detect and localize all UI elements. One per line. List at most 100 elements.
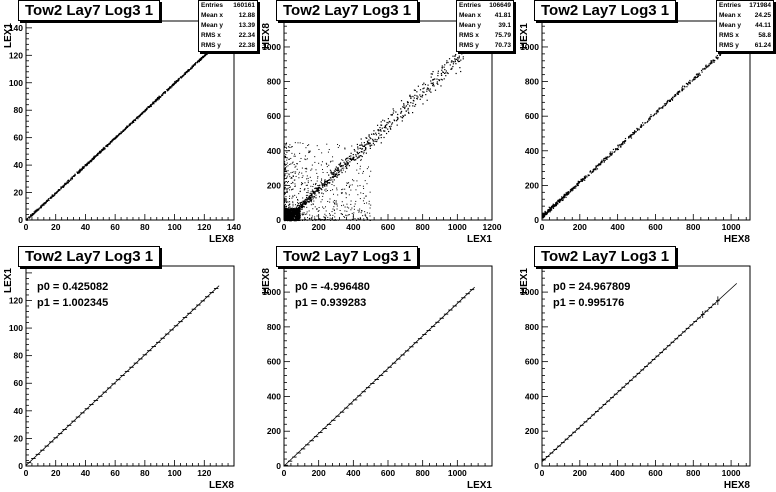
scatter-noise-point [326,172,328,174]
scatter-point [354,159,356,161]
plot-title: Tow2 Lay7 Log3 1 [18,0,161,21]
scatter-point [71,176,73,178]
scatter-point [407,109,409,111]
scatter-point [395,120,398,122]
scatter-point [32,213,34,216]
scatter-point [159,96,161,98]
scatter-point [296,208,299,210]
scatter-noise-point [285,150,287,152]
scatter-noise-point [335,201,337,203]
scatter-noise-point [337,194,339,196]
scatter-point [400,108,402,110]
scatter-point [414,105,416,107]
scatter-point [145,108,147,111]
scatter-point [593,170,595,172]
scatter-point [356,143,358,146]
scatter-noise-point [324,179,326,181]
scatter-point [315,197,317,199]
scatter-noise-point [320,164,322,166]
scatter-point [436,82,438,85]
scatter-point [287,215,289,217]
scatter-noise-point [293,155,295,157]
scatter-point [559,200,561,202]
scatter-point [676,92,678,94]
scatter-noise-point [365,195,367,197]
scatter-noise-point [337,143,339,145]
scatter-point [153,103,155,105]
scatter-noise-point [291,152,293,154]
scatter-noise-point [286,190,288,192]
scatter-point [600,160,602,163]
y-tick-label: 1000 [520,287,539,297]
scatter-noise-point [302,182,304,184]
fit-parameter: p1 = 1.002345 [37,297,109,309]
scatter-point [450,68,452,70]
scatter-noise-point [306,213,308,215]
scatter-noise-point [284,198,286,200]
scatter-noise-point [319,196,321,198]
scatter-point [696,76,698,78]
scatter-noise-point [289,144,291,146]
scatter-point [289,215,291,218]
scatter-point [638,129,640,131]
scatter-noise-point [286,142,288,144]
scatter-point [590,172,592,174]
scatter-point [357,157,359,159]
stats-value: 160161 [233,2,255,9]
scatter-point [323,183,325,185]
scatter-point [295,219,297,221]
scatter-point [629,136,631,138]
scatter-noise-point [360,159,362,161]
scatter-noise-point [284,169,286,171]
stats-value: 61.24 [754,42,771,49]
y-tick-label: 200 [267,426,281,436]
scatter-point [694,76,696,78]
scatter-point [309,196,311,199]
scatter-point [636,129,639,131]
scatter-point [624,139,626,142]
scatter-noise-point [346,210,348,212]
scatter-noise-point [358,211,360,213]
scatter-noise-point [329,219,331,221]
scatter-point [679,91,681,93]
scatter-point [545,213,547,216]
scatter-point [357,148,359,150]
scatter-point [284,219,287,221]
scatter-point [457,59,459,62]
scatter-point [634,130,636,132]
scatter-noise-point [299,152,301,154]
scatter-point [617,148,619,150]
scatter-point [313,195,315,198]
scatter-noise-point [356,163,358,165]
scatter-point [417,85,419,87]
y-tick-label: 100 [9,78,23,88]
scatter-point [710,60,712,62]
scatter-point [585,175,587,177]
scatter-noise-point [316,145,318,147]
scatter-noise-point [354,218,356,220]
plot-title: Tow2 Lay7 Log3 1 [18,246,161,267]
scatter-noise-point [337,146,339,148]
scatter-noise-point [284,164,286,166]
fit-parameter: p1 = 0.939283 [295,297,367,309]
scatter-point [156,98,159,100]
scatter-noise-point [300,204,302,206]
scatter-noise-point [285,198,287,200]
scatter-point [323,181,326,183]
scatter-noise-point [332,160,334,162]
scatter-point [720,52,723,54]
y-tick-label: 800 [525,77,539,87]
scatter-noise-point [284,146,286,148]
scatter-point [293,215,296,217]
scatter-point [688,82,690,84]
scatter-noise-point [321,219,323,221]
scatter-point [619,144,621,146]
scatter-point [644,122,646,124]
scatter-point [393,110,395,112]
scatter-point [688,82,690,84]
scatter-point [462,58,464,60]
scatter-point [359,144,361,146]
scatter-point [567,191,570,193]
scatter-point [199,58,202,60]
scatter-noise-point [285,196,287,198]
